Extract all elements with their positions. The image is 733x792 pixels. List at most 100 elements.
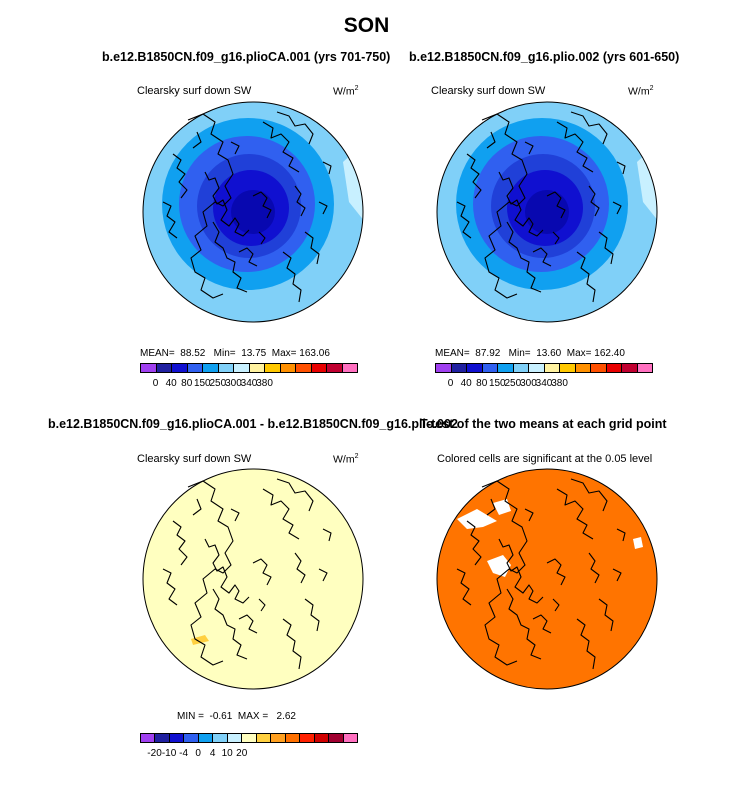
colorbar-swatch — [198, 734, 214, 742]
min-value: -0.61 — [209, 711, 233, 722]
panel-2-subtitle: Clearsky surf down SW — [431, 85, 546, 97]
coastline-12 — [598, 598, 614, 632]
panel-3-subtitle: Clearsky surf down SW — [137, 453, 252, 465]
panel-1-unit: W/m2 — [333, 85, 359, 98]
coastline-11 — [576, 618, 596, 670]
coastline-14 — [192, 498, 202, 516]
colorbar-swatch — [187, 364, 203, 372]
coastline-12 — [304, 598, 320, 632]
colorbar-tick-label: 40 — [460, 378, 472, 389]
panel-1-colorbar-labels: 0 40 80 150 250 300 340 380 — [140, 378, 358, 390]
colorbar-tick-label: 250 — [209, 378, 227, 389]
coastline-0 — [187, 480, 234, 666]
coastline-7 — [258, 231, 266, 245]
coastline-10 — [294, 185, 306, 217]
colorbar-swatch — [234, 364, 250, 372]
coastline-4 — [212, 221, 248, 293]
map-border — [142, 468, 364, 690]
coastline-14 — [486, 498, 496, 516]
coastline-15 — [230, 508, 240, 522]
mean-label: MEAN= — [140, 348, 175, 359]
colorbar-swatch — [622, 364, 638, 372]
panel-2-colorbar — [435, 363, 653, 373]
max-label: Max= — [566, 348, 592, 359]
colorbar-swatch — [242, 734, 257, 742]
coastline-9 — [570, 111, 608, 145]
max-value: 163.06 — [299, 348, 330, 359]
colorbar-swatch — [329, 734, 344, 742]
colorbar-swatch — [544, 364, 560, 372]
diff-background — [143, 469, 363, 689]
colorbar-tick-label: -10 — [161, 748, 177, 759]
colorbar-swatch — [560, 364, 576, 372]
coastline-11 — [282, 618, 302, 670]
colorbar-swatch — [342, 364, 357, 372]
map-layer — [142, 101, 364, 323]
zone-core — [525, 190, 569, 234]
coastline-3 — [204, 171, 250, 237]
mean-value: 88.52 — [180, 348, 206, 359]
coastline-8 — [262, 121, 300, 173]
coastline-3 — [498, 171, 544, 237]
panel-2-title: b.e12.B1850CN.f09_g16.plio.002 (yrs 601-… — [409, 50, 680, 64]
panel-4-map — [436, 468, 658, 690]
mean-label: MEAN= — [435, 348, 470, 359]
season-title: SON — [343, 14, 390, 37]
coastline-5 — [238, 247, 258, 267]
map-border — [142, 101, 364, 323]
panel-1-subtitle: Clearsky surf down SW — [137, 85, 252, 97]
colorbar-swatch — [184, 734, 199, 742]
coastline-7 — [552, 598, 560, 612]
coastline-1 — [466, 153, 482, 199]
colorbar-tick-label: -4 — [179, 748, 189, 759]
panel-2-colorbar-labels: 0 40 80 150 250 300 340 380 — [435, 378, 653, 390]
coastline-10 — [294, 552, 306, 584]
max-label: MAX = — [237, 711, 269, 722]
coastline-5 — [532, 614, 552, 634]
coastline-0 — [481, 113, 528, 299]
colorbar-tick-label: 20 — [236, 748, 248, 759]
map-layer — [436, 468, 658, 690]
coastline-4 — [506, 588, 542, 660]
nonsig-patch-1 — [457, 509, 497, 529]
coastline-6 — [252, 191, 272, 219]
coastline-13 — [322, 161, 332, 175]
min-label: Min= — [508, 348, 531, 359]
colorbar-swatch — [606, 364, 622, 372]
max-label: Max= — [271, 348, 297, 359]
coastline-16 — [612, 201, 622, 215]
diff-yellow-patch — [191, 635, 209, 645]
coastline-8 — [556, 488, 594, 540]
colorbar-swatch — [314, 734, 330, 742]
colorbar-swatch — [436, 364, 452, 372]
colorbar-tick-label: 0 — [447, 378, 454, 389]
colorbar-swatch — [141, 734, 156, 742]
coastline-4 — [506, 221, 542, 293]
coastline-15 — [230, 141, 240, 155]
coastline-11 — [282, 251, 302, 303]
colorbar-swatch — [482, 364, 498, 372]
colorbar-swatch — [467, 364, 483, 372]
colorbar-swatch — [498, 364, 514, 372]
colorbar-swatch — [172, 364, 188, 372]
coastline-1 — [172, 153, 188, 199]
panel-3-map — [142, 468, 364, 690]
map-border — [436, 468, 658, 690]
coastline-3 — [204, 538, 250, 604]
panel-3-stats: MIN = -0.61 MAX = 2.62 — [177, 711, 296, 722]
coastline-5 — [238, 614, 258, 634]
nonsig-patch-2 — [493, 499, 511, 515]
colorbar-tick-label: 340 — [535, 378, 553, 389]
min-label: Min= — [213, 348, 236, 359]
coastline-12 — [304, 231, 320, 265]
coastline-10 — [588, 185, 600, 217]
coastline-11 — [576, 251, 596, 303]
colorbar-tick-label: 150 — [488, 378, 506, 389]
colorbar-swatch — [155, 734, 170, 742]
coastline-16 — [612, 568, 622, 582]
coastline-4 — [212, 588, 248, 660]
colorbar-swatch — [300, 734, 315, 742]
coastline-15 — [524, 141, 534, 155]
mean-value: 87.92 — [475, 348, 501, 359]
coastline-16 — [318, 201, 328, 215]
